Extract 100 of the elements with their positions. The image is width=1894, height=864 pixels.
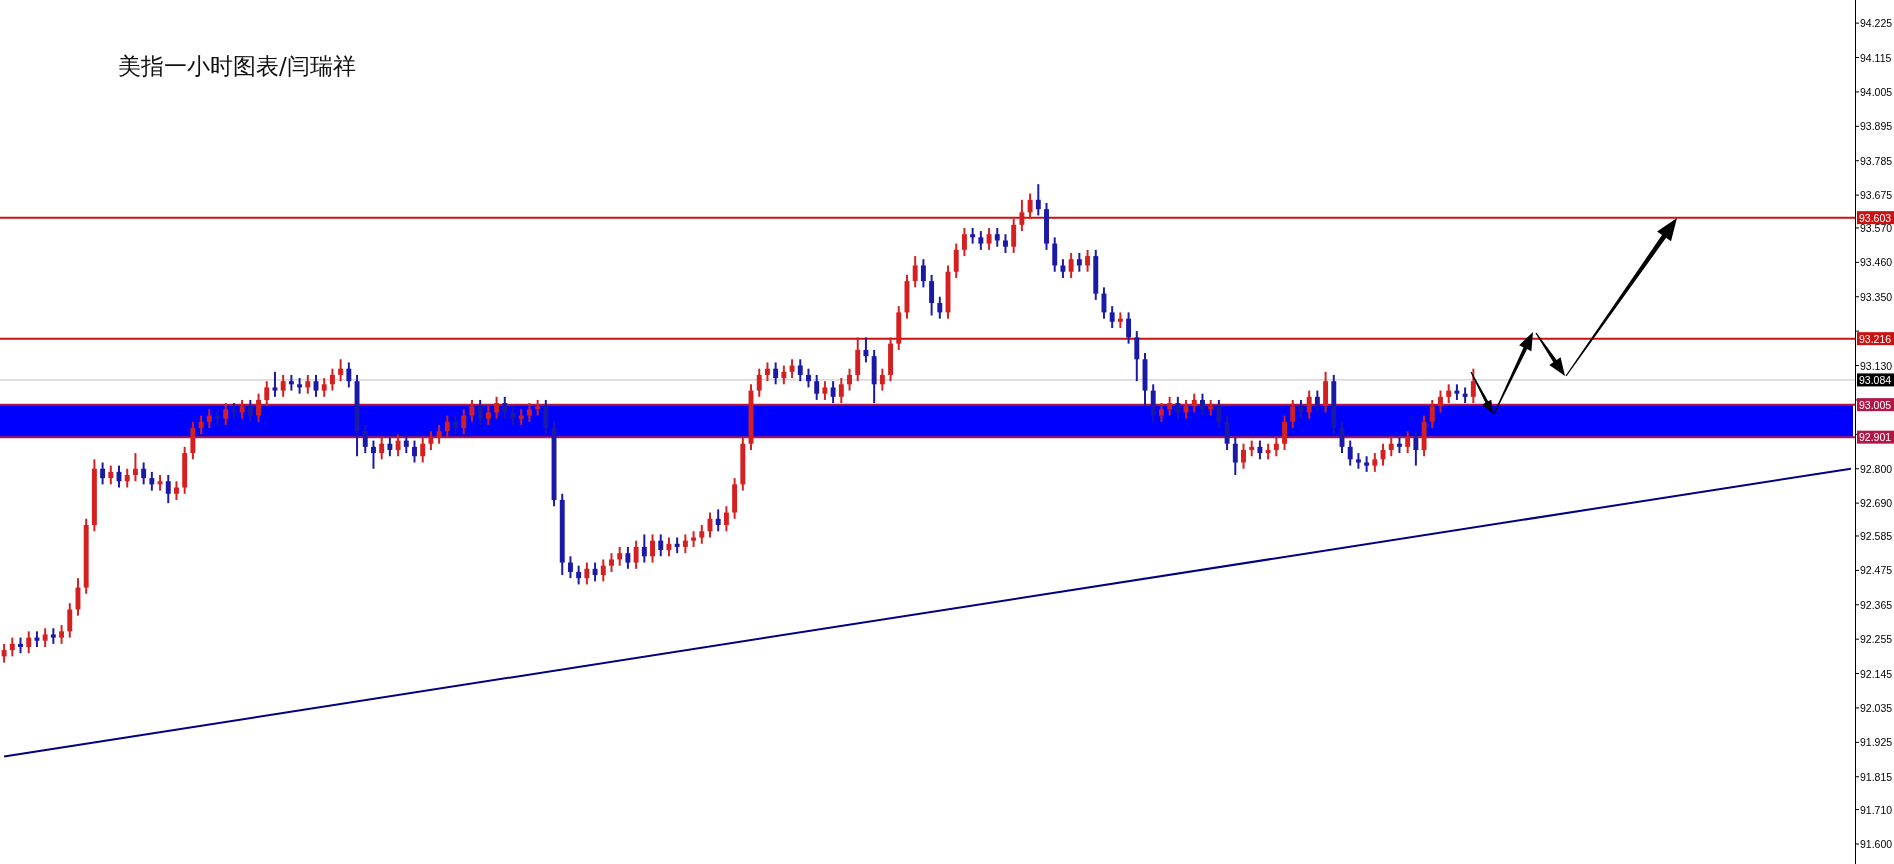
candlestick — [756, 367, 762, 398]
candlestick — [444, 414, 450, 439]
text: 美指一小时图表/闫瑞祥 — [118, 53, 356, 79]
candlestick — [1052, 236, 1058, 273]
candlestick — [953, 242, 959, 279]
candlestick — [1200, 392, 1205, 417]
candlestick — [124, 467, 130, 489]
candlestick — [59, 624, 65, 645]
candlestick — [1470, 367, 1476, 405]
candlestick — [567, 555, 573, 580]
candlestick — [395, 433, 401, 458]
candlestick — [1167, 395, 1173, 417]
ref-line-label: 93.216 — [1859, 332, 1892, 345]
y-tick-label: 92.690 — [1860, 497, 1893, 510]
candlestick — [108, 464, 114, 486]
candlestick — [1109, 305, 1115, 330]
candlestick — [806, 367, 811, 389]
candlestick — [379, 436, 385, 461]
candlestick — [502, 395, 508, 420]
candlestick — [781, 364, 787, 386]
candlestick — [1035, 183, 1041, 217]
y-tick-label: 92.585 — [1860, 529, 1893, 542]
y-tick-label: 93.785 — [1860, 154, 1893, 167]
candlestick — [42, 627, 48, 648]
candlestick — [1405, 430, 1411, 455]
candlestick — [272, 370, 278, 398]
candlestick — [1413, 430, 1419, 467]
y-tick-label: 91.600 — [1860, 837, 1893, 850]
candlestick — [1372, 452, 1378, 473]
candlestick — [362, 423, 368, 455]
y-tick-label: 93.460 — [1860, 256, 1893, 269]
candlestick — [723, 505, 729, 533]
candlestick — [387, 436, 393, 458]
candlestick — [912, 255, 918, 289]
candlestick — [412, 439, 417, 464]
candlestick — [814, 373, 820, 401]
candlestick — [1216, 398, 1222, 430]
candlestick — [1158, 402, 1164, 423]
candlestick — [863, 336, 869, 364]
candlestick — [149, 470, 155, 492]
y-tick-label: 93.570 — [1860, 221, 1893, 234]
y-tick-label: 92.145 — [1860, 667, 1893, 680]
candlestick — [929, 273, 935, 317]
candlestick — [436, 423, 442, 445]
y-tick-label: 94.225 — [1860, 17, 1893, 30]
candlestick — [256, 392, 262, 423]
candlestick — [526, 402, 532, 423]
candlestick — [1446, 383, 1452, 405]
candlestick — [1273, 436, 1279, 458]
candlestick — [494, 395, 500, 420]
candlestick — [1068, 251, 1074, 279]
ref-line-label: 92.901 — [1859, 431, 1892, 444]
candlestick — [1224, 414, 1230, 451]
candlestick — [469, 398, 475, 423]
candlestick — [1011, 217, 1017, 254]
candlestick — [477, 398, 483, 426]
y-tick-label: 91.925 — [1860, 736, 1893, 749]
candlestick — [584, 561, 590, 586]
y-tick-label: 94.115 — [1860, 51, 1892, 64]
y-tick-label: 94.005 — [1860, 85, 1893, 98]
ref-line-label: 93.603 — [1859, 211, 1892, 224]
ref-line-label: 93.005 — [1859, 398, 1892, 411]
candlestick — [1257, 439, 1263, 461]
candlestick — [9, 636, 15, 658]
candlestick — [1347, 439, 1353, 467]
candlestick — [1438, 389, 1443, 414]
candlestick — [1290, 398, 1296, 430]
candlestick — [403, 433, 409, 455]
y-tick-label: 92.475 — [1860, 564, 1893, 577]
candlestick — [206, 408, 212, 430]
candlestick — [576, 564, 582, 586]
candlestick — [1183, 398, 1189, 420]
candlestick — [198, 414, 204, 436]
candlestick — [1060, 258, 1066, 279]
candlestick — [920, 258, 926, 289]
y-tick-label: 93.350 — [1860, 290, 1893, 303]
y-tick-label: 91.815 — [1860, 770, 1893, 783]
candlestick — [428, 430, 434, 451]
candlestick — [1003, 233, 1008, 254]
candlestick — [1282, 414, 1287, 451]
candlestick — [666, 536, 672, 558]
candlestick — [453, 414, 458, 436]
candlestick — [239, 398, 245, 420]
candlestick — [682, 533, 688, 555]
candlestick — [461, 408, 467, 436]
candlestick — [600, 558, 606, 583]
candlestick — [1175, 395, 1181, 420]
candlestick — [280, 373, 286, 398]
candlestick — [592, 561, 598, 583]
candlestick — [1388, 436, 1394, 458]
candlestick — [838, 377, 844, 405]
candlestick — [100, 461, 106, 486]
candlestick — [633, 539, 639, 570]
candlestick — [961, 226, 967, 258]
y-tick-label: 92.365 — [1860, 598, 1893, 611]
candlestick — [1314, 389, 1320, 414]
candlestick — [617, 545, 623, 567]
candlestick — [789, 358, 795, 380]
candlestick — [1019, 198, 1025, 233]
ref-line-label: 93.084 — [1859, 373, 1892, 386]
